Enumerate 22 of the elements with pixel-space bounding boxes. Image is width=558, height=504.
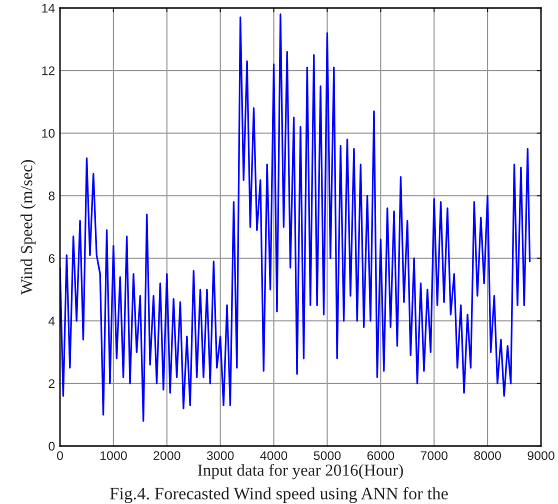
x-axis-title: Input data for year 2016(Hour) — [198, 464, 403, 480]
line-series — [60, 13, 531, 422]
x-tick-label: 1000 — [100, 451, 127, 460]
x-tick-label: 0 — [57, 451, 63, 460]
x-tick-label: 5000 — [314, 451, 341, 460]
x-tick-label: 6000 — [367, 451, 394, 460]
x-tick-label: 4000 — [260, 451, 288, 460]
y-tick-label: 10 — [42, 128, 55, 138]
x-tick-label: 3000 — [206, 451, 234, 460]
x-tick-label: 8000 — [474, 451, 501, 460]
x-tick-label: 7000 — [420, 451, 448, 460]
caption: Fig.4. Forecasted Wind speed using ANN for the — [110, 487, 448, 503]
x-tick-label: 9000 — [528, 451, 554, 460]
y-tick-label: 6 — [48, 254, 55, 263]
y-axis-title: Wind Speed (m/sec) — [20, 160, 36, 295]
y-tick-label: 4 — [48, 316, 55, 326]
y-tick-label: 12 — [42, 66, 55, 76]
y-tick-label: 0 — [48, 442, 55, 451]
y-tick-label: 8 — [48, 192, 55, 200]
y-tick-label: 14 — [42, 4, 55, 13]
y-tick-label: 2 — [48, 379, 55, 388]
x-tick-label: 2000 — [154, 451, 180, 460]
